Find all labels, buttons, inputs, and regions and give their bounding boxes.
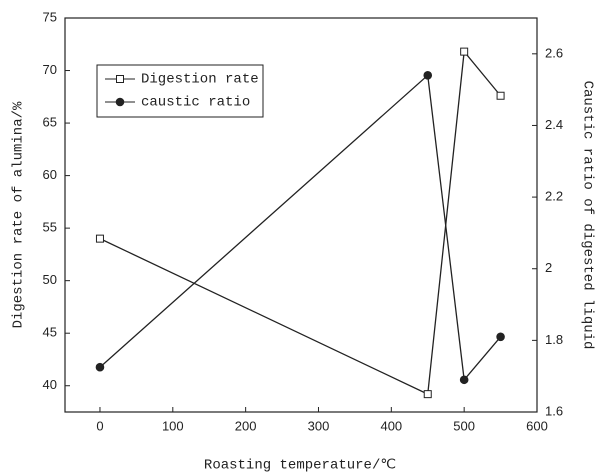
legend-label: Digestion rate — [141, 72, 259, 88]
plot-frame — [64, 17, 538, 413]
y-tick-label: 40 — [43, 377, 57, 392]
marker — [95, 234, 104, 243]
y2-tick-label: 2.2 — [545, 189, 563, 204]
x-tick-label: 600 — [526, 418, 548, 433]
y-tick-label: 50 — [43, 272, 57, 287]
y-tick-label: 75 — [43, 9, 57, 24]
marker — [95, 362, 105, 372]
x-tick-label: 0 — [96, 418, 103, 433]
y2-tick-label: 2.6 — [545, 45, 563, 60]
x-tick-label: 100 — [162, 418, 184, 433]
y2-tick-label: 2.4 — [545, 117, 563, 132]
x-tick-label: 500 — [453, 418, 475, 433]
x-tick-label: 400 — [380, 418, 402, 433]
marker — [496, 332, 505, 342]
marker — [459, 375, 469, 385]
y-tick-label: 45 — [43, 325, 57, 340]
marker — [460, 47, 469, 56]
x-axis-label: Roasting temperature/℃ — [204, 458, 396, 474]
marker — [115, 97, 125, 107]
y2-tick-label: 1.8 — [545, 332, 563, 347]
y-axis-label: Digestion rate of alumina/% — [11, 101, 27, 328]
legend-label: caustic ratio — [141, 95, 250, 111]
marker — [116, 75, 124, 83]
y2-tick-label: 2 — [545, 260, 552, 275]
legend-box — [96, 64, 264, 118]
y-tick-label: 70 — [43, 62, 57, 77]
series-line — [99, 73, 502, 382]
y-tick-label: 55 — [43, 220, 57, 235]
marker — [423, 71, 433, 80]
x-tick-label: 200 — [235, 418, 257, 433]
y2-tick-label: 1.6 — [545, 403, 563, 418]
marker — [496, 91, 505, 100]
y-tick-label: 60 — [43, 167, 57, 182]
y2-axis-label: Caustic ratio of digested liquid — [579, 81, 595, 350]
marker — [423, 390, 432, 399]
x-tick-label: 300 — [308, 418, 330, 433]
y-tick-label: 65 — [43, 115, 57, 130]
